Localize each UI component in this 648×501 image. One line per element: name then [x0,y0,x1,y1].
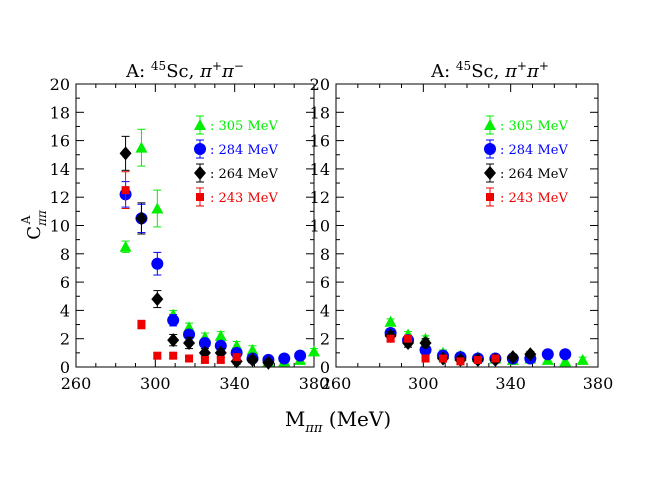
legend-label: : 264 MeV [210,167,278,182]
y-tick-label: 16 [50,132,70,151]
data-point [200,355,209,364]
y-tick-label: 4 [60,301,70,320]
x-tick-label: 260 [321,374,352,393]
x-tick-label: 340 [219,374,250,393]
data-point [216,355,225,364]
data-point [153,351,162,360]
legend-marker-triangle [194,119,206,130]
y-tick-label: 14 [50,160,70,179]
data-point [404,334,413,343]
data-point [262,355,275,370]
data-point [183,335,196,350]
data-point [232,353,241,362]
panel-1-title: A: 45Sc, π+π− [125,59,244,82]
x-tick-label: 340 [495,374,526,393]
data-point [456,357,465,366]
y-axis-label: CππA [19,209,49,240]
y-tick-label: 0 [320,358,330,377]
data-point [119,146,132,161]
data-point [559,355,572,367]
legend-label: : 305 MeV [500,119,568,134]
y-tick-label: 12 [50,188,70,207]
y-tick-label: 4 [320,301,330,320]
data-point [121,186,130,195]
data-point [198,336,211,349]
legend-label: : 284 MeV [500,143,568,158]
data-point [386,334,395,343]
data-point [576,353,589,365]
y-tick-label: 6 [60,273,70,292]
legend-marker-triangle [484,119,496,130]
legend-marker-circle [194,143,206,155]
y-tick-label: 20 [50,75,70,94]
y-tick-label: 8 [320,245,330,264]
legend-label: : 243 MeV [210,191,278,206]
y-tick-label: 6 [320,273,330,292]
legend-marker-diamond [194,166,206,180]
data-point [167,333,180,348]
data-point [135,211,148,226]
y-tick-label: 0 [60,358,70,377]
data-point [151,202,164,214]
x-tick-label: 380 [583,374,614,393]
y-tick-label: 18 [50,103,70,122]
y-tick-label: 16 [310,132,330,151]
y-tick-label: 2 [60,330,70,349]
data-point [185,354,194,363]
x-tick-label: 300 [408,374,439,393]
data-point [438,354,447,363]
data-point [169,351,178,360]
legend-marker-square [196,193,204,201]
data-point [506,350,519,365]
y-tick-label: 20 [310,75,330,94]
legend-label: : 284 MeV [210,143,278,158]
data-point [214,329,227,341]
y-tick-label: 8 [60,245,70,264]
x-tick-label: 260 [61,374,92,393]
legend-marker-circle [484,143,496,155]
plot-frame [75,83,315,368]
data-point [137,320,146,329]
data-point [524,347,537,362]
data-point [119,240,132,252]
data-point [151,292,164,307]
data-point [541,348,554,361]
data-point [559,348,572,361]
y-tick-label: 10 [310,217,330,236]
legend-label: : 264 MeV [500,167,568,182]
data-point [419,335,432,350]
x-tick-label: 300 [140,374,171,393]
data-point [246,352,259,367]
legend-label: : 305 MeV [210,119,278,134]
y-tick-label: 2 [320,330,330,349]
data-point [151,257,164,270]
y-tick-label: 12 [310,188,330,207]
y-tick-label: 10 [50,217,70,236]
data-point [473,355,482,364]
panel-2-title: A: 45Sc, π+π+ [430,59,549,82]
y-tick-label: 14 [310,160,330,179]
data-point [278,352,291,365]
x-tick-label: 380 [299,374,330,393]
legend-label: : 243 MeV [500,191,568,206]
data-point [246,344,259,356]
data-point [135,141,148,153]
y-tick-label: 18 [310,103,330,122]
panel-pi-plus-pi-plus: 260 300 340 380 0 2 4 6 8 10 12 14 16 18 20 : 305 MeV : … [310,75,614,393]
x-axis-label: Mππ (MeV) [285,407,391,436]
data-point [421,354,430,363]
data-point [294,349,307,362]
data-point [167,314,180,327]
data-point [308,345,320,357]
data-point [491,354,500,363]
data-point [384,315,397,327]
legend-marker-diamond [484,166,496,180]
legend-marker-square [486,193,494,201]
